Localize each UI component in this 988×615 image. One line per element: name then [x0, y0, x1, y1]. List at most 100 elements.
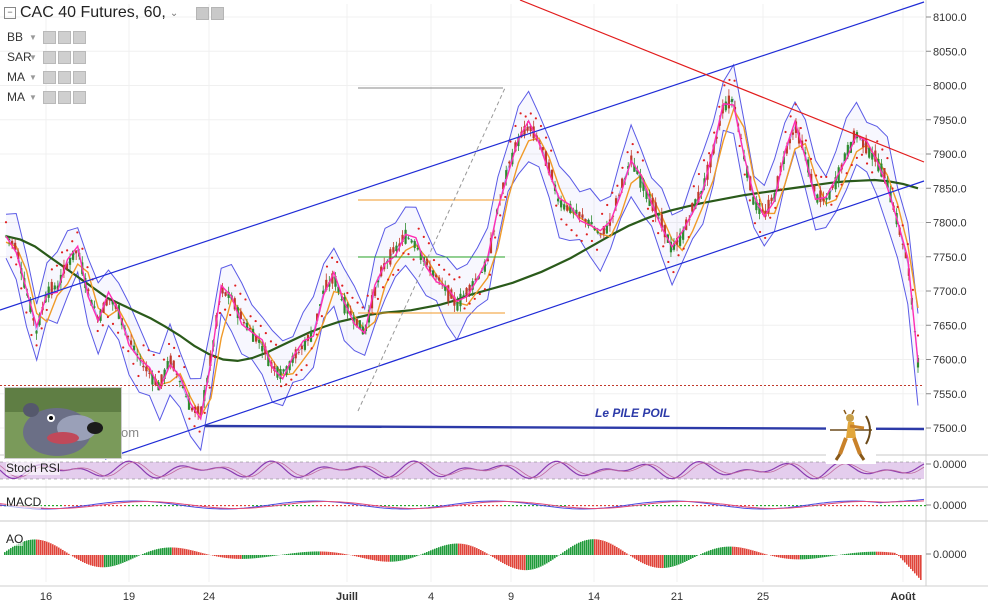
ao-bar — [188, 550, 190, 555]
sar-dot — [10, 256, 12, 258]
macd-histogram-bar — [788, 505, 790, 506]
sar-dot — [204, 412, 206, 414]
sar-dot — [912, 289, 914, 291]
ao-bar — [90, 555, 92, 565]
macd-histogram-bar — [308, 505, 310, 506]
ao-bar — [856, 553, 858, 555]
eye-icon[interactable] — [43, 91, 56, 104]
ao-bar — [762, 553, 764, 555]
macd-histogram-bar — [848, 505, 850, 506]
ao-bar — [850, 553, 852, 555]
ao-bar — [266, 555, 268, 557]
chevron-down-icon[interactable]: ▼ — [29, 93, 43, 102]
ao-bar — [446, 545, 448, 555]
macd-histogram-bar — [296, 505, 298, 506]
ao-bar — [166, 548, 168, 555]
ao-bar — [202, 553, 204, 555]
ao-bar — [454, 544, 456, 555]
chevron-down-icon[interactable]: ▼ — [29, 73, 43, 82]
ao-bar — [870, 552, 872, 555]
gear-icon[interactable] — [211, 7, 224, 20]
close-icon[interactable] — [73, 51, 86, 64]
eye-icon[interactable] — [43, 31, 56, 44]
sar-dot — [550, 149, 552, 151]
indicator-row[interactable]: MA ▼ — [7, 67, 86, 87]
indicator-row[interactable]: MA ▼ — [7, 87, 86, 107]
ao-bar — [470, 546, 472, 555]
stoch-rsi-label[interactable]: Stoch RSI — [6, 461, 60, 475]
ao-bar — [426, 552, 428, 555]
ao-bar — [750, 550, 752, 555]
ao-bar — [286, 554, 288, 555]
close-icon[interactable] — [73, 71, 86, 84]
candle-body — [725, 102, 727, 111]
ao-bar — [648, 555, 650, 566]
macd-histogram-bar — [216, 505, 218, 506]
macd-histogram-bar — [44, 505, 46, 506]
ao-bar — [102, 555, 104, 567]
macd-histogram-bar — [612, 505, 614, 506]
ao-bar — [134, 555, 136, 558]
macd-histogram-bar — [228, 505, 230, 506]
candle-body — [868, 148, 870, 158]
macd-histogram-bar — [164, 505, 166, 506]
eye-icon[interactable] — [196, 7, 209, 20]
macd-histogram-bar — [700, 505, 702, 506]
sar-dot — [81, 248, 83, 250]
macd-histogram-bar — [768, 505, 770, 506]
ao-bar — [690, 555, 692, 559]
macd-histogram-bar — [484, 505, 486, 506]
ao-bar — [366, 555, 368, 559]
macd-histogram-bar — [784, 505, 786, 506]
macd-histogram-bar — [324, 505, 326, 506]
chevron-down-icon[interactable]: ▼ — [29, 33, 43, 42]
ao-bar — [220, 555, 222, 557]
ao-bar — [608, 543, 610, 555]
chevron-down-icon[interactable]: ▼ — [29, 53, 43, 62]
indicator-row[interactable]: BB ▼ — [7, 27, 86, 47]
ao-bar — [246, 555, 248, 559]
sar-dot — [214, 356, 216, 358]
macd-label[interactable]: MACD — [6, 495, 41, 509]
candle-body — [243, 322, 245, 323]
macd-histogram-bar — [908, 505, 910, 506]
ao-bar — [8, 549, 10, 555]
ao-bar — [780, 555, 782, 558]
ao-bar — [442, 546, 444, 555]
indicator-row[interactable]: SAR ▼ — [7, 47, 86, 67]
sar-dot — [800, 127, 802, 129]
dropdown-icon[interactable]: ⌄ — [170, 8, 178, 19]
sar-dot — [519, 112, 521, 114]
candle-body — [148, 373, 150, 374]
macd-histogram-bar — [476, 505, 478, 506]
eye-icon[interactable] — [43, 51, 56, 64]
macd-histogram-bar — [148, 505, 150, 506]
ao-label[interactable]: AO — [6, 532, 23, 546]
ao-bar — [778, 555, 780, 557]
gear-icon[interactable] — [58, 51, 71, 64]
macd-histogram-bar — [344, 505, 346, 506]
candle-body — [691, 203, 693, 212]
macd-histogram-bar — [168, 505, 170, 506]
ao-bar — [12, 547, 14, 555]
eye-icon[interactable] — [43, 71, 56, 84]
ao-bar — [902, 555, 904, 560]
gear-icon[interactable] — [58, 31, 71, 44]
sar-dot — [418, 228, 420, 230]
macd-histogram-bar — [524, 505, 526, 506]
ao-bar — [792, 555, 794, 559]
gear-icon[interactable] — [58, 91, 71, 104]
ao-bar — [890, 552, 892, 555]
ao-bar — [340, 553, 342, 555]
ao-bar — [742, 548, 744, 555]
ao-bar — [416, 555, 418, 556]
y-tick-label: 7800.0 — [933, 218, 967, 230]
gear-icon[interactable] — [58, 71, 71, 84]
collapse-icon[interactable]: − — [4, 7, 16, 19]
macd-histogram-bar — [688, 505, 690, 506]
ao-bar — [394, 555, 396, 562]
ao-bar — [822, 555, 824, 557]
symbol-title[interactable]: CAC 40 Futures, 60, — [20, 4, 166, 22]
close-icon[interactable] — [73, 91, 86, 104]
close-icon[interactable] — [73, 31, 86, 44]
